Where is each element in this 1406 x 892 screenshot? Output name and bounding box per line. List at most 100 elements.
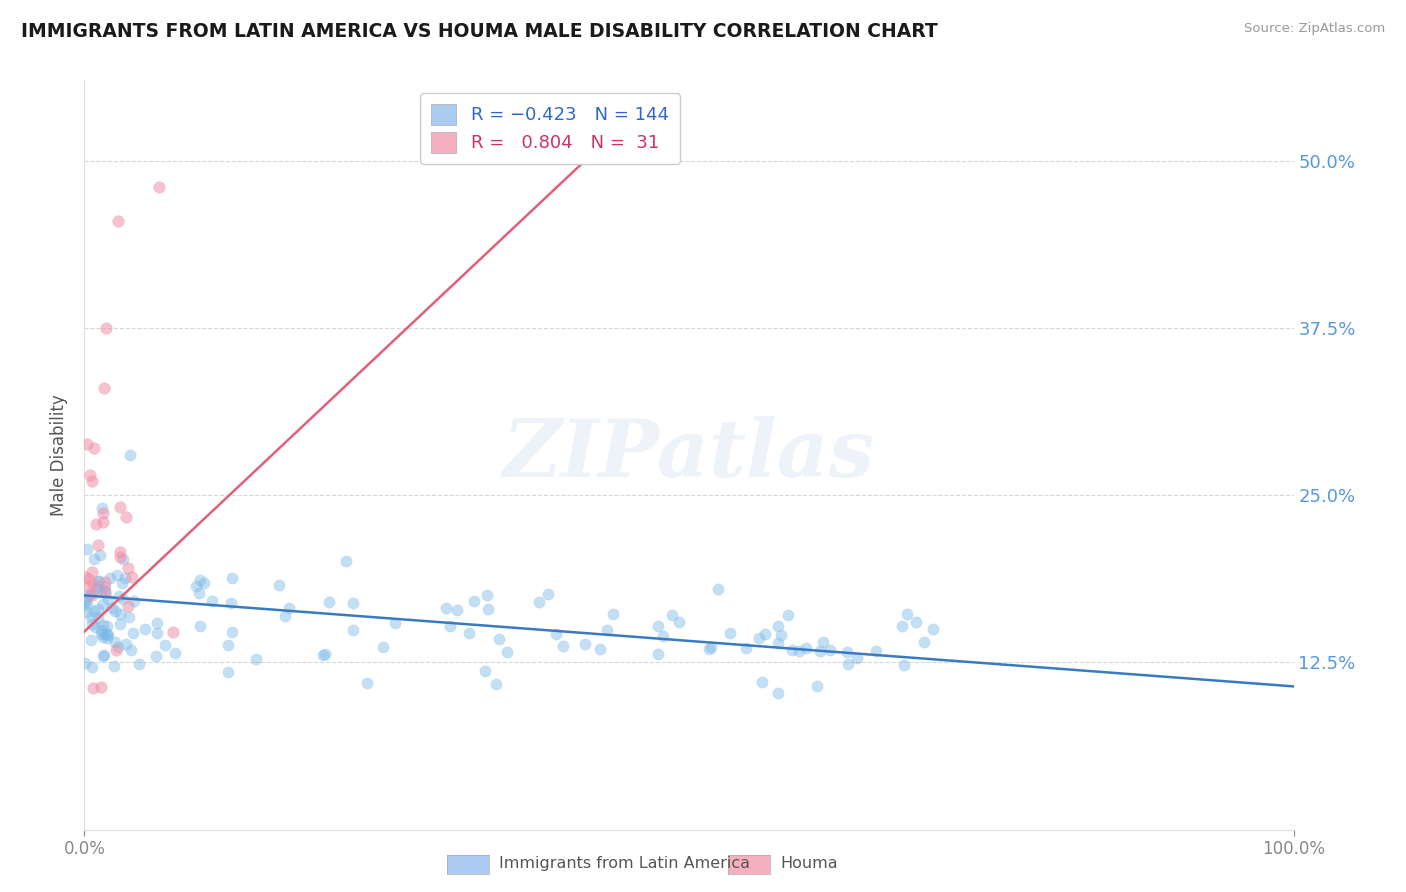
Point <box>94 580 117 594</box>
Point <box>94 575 117 590</box>
Point <box>162 624 184 639</box>
Point <box>105 643 128 657</box>
Point <box>312 648 335 663</box>
Point <box>496 645 519 659</box>
Point <box>82 659 104 673</box>
Point <box>93 515 115 529</box>
Point <box>201 594 224 608</box>
Point <box>184 579 207 593</box>
Point <box>748 631 770 645</box>
Point <box>335 554 357 568</box>
Point <box>146 616 169 631</box>
Point <box>94 584 117 599</box>
Point <box>155 638 177 652</box>
Point <box>865 644 887 658</box>
Point <box>79 588 101 602</box>
Point <box>91 630 114 644</box>
Point <box>80 566 103 580</box>
Point <box>697 641 720 656</box>
Point <box>574 637 596 651</box>
Point <box>117 599 139 613</box>
Point <box>120 448 142 462</box>
Point <box>122 593 145 607</box>
Point <box>356 676 378 690</box>
Point <box>188 573 211 587</box>
Point <box>647 647 669 661</box>
Point <box>87 574 110 588</box>
Point <box>115 510 138 524</box>
Point <box>342 623 364 637</box>
Point <box>76 437 98 451</box>
Point <box>117 560 139 574</box>
Point <box>75 570 97 584</box>
Point <box>661 607 683 622</box>
Point <box>86 580 108 594</box>
Point <box>96 631 118 645</box>
Point <box>75 593 97 607</box>
Point <box>101 600 124 615</box>
Point <box>217 665 239 680</box>
Point <box>278 600 301 615</box>
Point <box>84 582 107 596</box>
Point <box>219 596 242 610</box>
Point <box>104 604 127 618</box>
Point <box>103 659 125 673</box>
Point <box>76 598 98 612</box>
Point <box>373 640 395 655</box>
Point <box>128 657 150 672</box>
Point <box>90 680 112 694</box>
Point <box>105 568 128 582</box>
Point <box>477 601 499 615</box>
Point <box>83 551 105 566</box>
Point <box>107 640 129 654</box>
Point <box>652 629 675 643</box>
Point <box>110 549 132 564</box>
Point <box>463 593 485 607</box>
Point <box>845 651 868 665</box>
Point <box>835 645 858 659</box>
Point <box>82 588 104 602</box>
Point <box>112 552 135 566</box>
Point <box>274 608 297 623</box>
Point <box>117 609 139 624</box>
Point <box>922 623 945 637</box>
Point <box>794 641 817 656</box>
Point <box>187 586 209 600</box>
Point <box>96 627 118 641</box>
Text: IMMIGRANTS FROM LATIN AMERICA VS HOUMA MALE DISABILITY CORRELATION CHART: IMMIGRANTS FROM LATIN AMERICA VS HOUMA M… <box>21 22 938 41</box>
Point <box>97 628 120 642</box>
Point <box>589 641 612 656</box>
Point <box>121 570 143 584</box>
Point <box>766 636 789 650</box>
Point <box>87 574 110 588</box>
Point <box>97 592 120 607</box>
Point <box>120 643 142 657</box>
Point <box>76 541 98 556</box>
Point <box>80 474 103 488</box>
Point <box>93 618 115 632</box>
Point <box>384 616 406 631</box>
Point <box>735 641 758 656</box>
Point <box>537 587 560 601</box>
Point <box>145 649 167 664</box>
Point <box>434 601 457 615</box>
Point <box>811 635 834 649</box>
Point <box>342 596 364 610</box>
Point <box>121 626 143 640</box>
Point <box>108 500 131 514</box>
Point <box>98 571 121 585</box>
Point <box>527 594 550 608</box>
Point <box>76 605 98 619</box>
Point <box>474 664 496 678</box>
Point <box>789 644 811 658</box>
Point <box>87 611 110 625</box>
Point <box>551 640 574 654</box>
Point <box>82 681 104 695</box>
Point <box>314 647 336 661</box>
Point <box>96 618 118 632</box>
Point <box>77 573 100 587</box>
Point <box>820 643 842 657</box>
Point <box>94 321 117 335</box>
Point <box>808 644 831 658</box>
Point <box>80 610 103 624</box>
